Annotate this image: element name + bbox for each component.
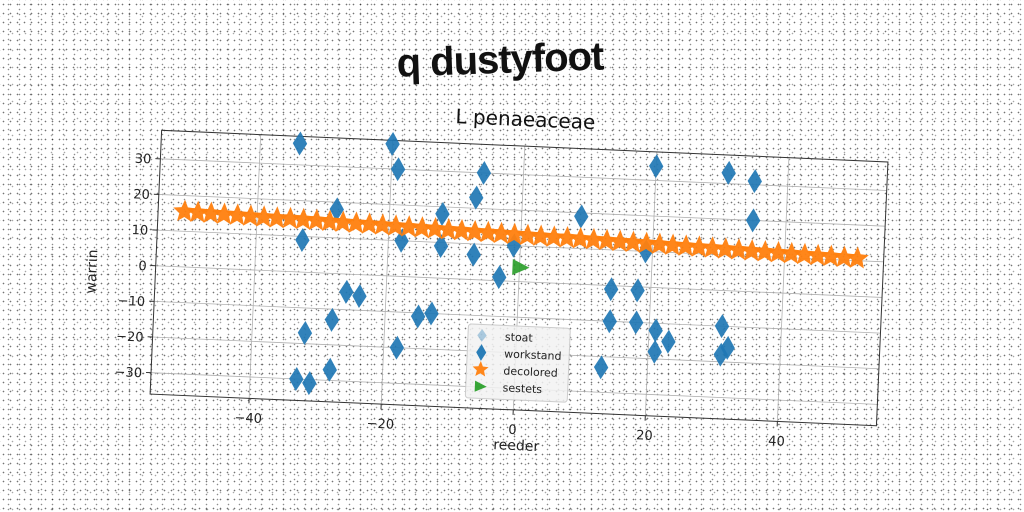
x-axis-label: reeder (493, 437, 540, 455)
data-point (714, 314, 729, 339)
data-point (339, 280, 354, 305)
data-point (324, 308, 339, 333)
data-point (302, 371, 317, 396)
data-point (745, 208, 760, 233)
data-point (410, 304, 425, 329)
y-tick-label: 20 (133, 187, 150, 203)
y-ticks: −30 −20 −10 0 10 20 30 (114, 151, 160, 381)
data-point (352, 284, 367, 309)
data-point (648, 318, 663, 343)
x-grid-line (645, 152, 657, 416)
y-tick-label: −30 (114, 365, 142, 381)
data-point (661, 329, 676, 354)
y-grid-line (160, 159, 886, 191)
x-tick-label: −40 (234, 411, 262, 427)
legend: stoat workstand decolored sestets (465, 324, 570, 402)
data-point (297, 321, 312, 346)
data-point (322, 357, 337, 382)
x-grid-line (249, 135, 261, 399)
x-grid-line (777, 158, 789, 422)
y-tick-label: 0 (138, 259, 147, 274)
data-point (648, 154, 663, 179)
data-point (385, 132, 400, 157)
data-point (466, 242, 481, 267)
x-tick-label: 0 (508, 423, 517, 438)
legend-label: sestets (502, 381, 542, 396)
series-decolored (172, 199, 870, 269)
data-point (292, 131, 307, 156)
legend-label: stoat (505, 330, 534, 344)
data-point (512, 259, 530, 276)
data-point (602, 309, 617, 334)
x-grid-line (381, 140, 393, 404)
data-point (647, 340, 662, 365)
x-tick-label: 20 (636, 428, 653, 444)
data-point (476, 161, 491, 186)
data-point (390, 157, 405, 182)
plot-group: L penaeaceae −40 −20 0 20 40 −30 −20 −10 0 10 20 3… (77, 88, 889, 469)
series-sestets (512, 259, 530, 276)
scatter-chart: L penaeaceae −40 −20 0 20 40 −30 −20 −10 0 10 20 3… (0, 0, 1000, 512)
data-point (289, 367, 304, 392)
data-point (389, 335, 404, 360)
data-point (747, 169, 762, 194)
y-tick-label: 10 (131, 223, 148, 239)
y-tick-label: −10 (117, 294, 145, 310)
y-tick-label: 30 (134, 152, 151, 168)
x-tick-label: −20 (366, 417, 394, 433)
data-point (491, 265, 506, 290)
data-point (603, 277, 618, 302)
data-point (469, 185, 484, 210)
data-point (424, 301, 439, 326)
data-point (574, 204, 589, 229)
data-point (628, 310, 643, 335)
data-point (295, 228, 310, 253)
legend-label: decolored (503, 364, 558, 379)
chart-title: L penaeaceae (455, 104, 596, 134)
data-point (630, 278, 645, 303)
x-tick-label: 40 (768, 434, 785, 450)
data-point (593, 355, 608, 380)
y-tick-label: −20 (116, 329, 144, 345)
legend-label: workstand (504, 347, 562, 362)
data-point (721, 161, 736, 186)
y-axis-label: warrin (83, 249, 101, 294)
